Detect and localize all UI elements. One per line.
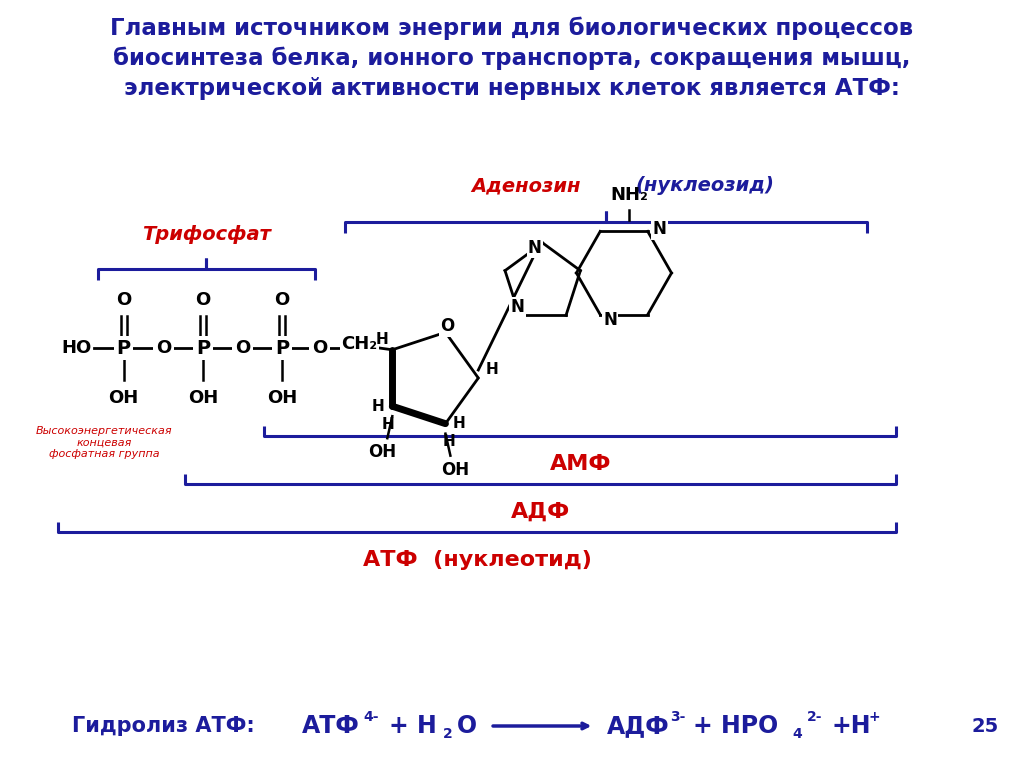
Text: АТФ: АТФ (302, 714, 359, 738)
Text: H: H (372, 399, 385, 414)
Text: P: P (196, 339, 210, 357)
Text: O: O (457, 714, 476, 738)
Text: АМФ: АМФ (550, 454, 611, 474)
Text: H: H (485, 362, 499, 378)
Text: O: O (116, 291, 131, 309)
Text: N: N (527, 239, 542, 257)
Text: CH₂: CH₂ (341, 335, 378, 353)
Text: O: O (234, 339, 250, 357)
Text: (нуклеозид): (нуклеозид) (635, 176, 774, 195)
Text: 3-: 3- (671, 710, 686, 724)
Text: N: N (603, 310, 617, 329)
Text: Высокоэнергетическая
концевая
фосфатная группа: Высокоэнергетическая концевая фосфатная … (36, 426, 172, 459)
Text: OH: OH (109, 389, 139, 407)
Text: OH: OH (369, 443, 396, 462)
Text: H: H (382, 417, 394, 432)
Text: Трифосфат: Трифосфат (142, 225, 270, 244)
Text: 2: 2 (442, 727, 453, 741)
Text: H: H (453, 416, 466, 431)
Text: 25: 25 (972, 717, 999, 736)
Text: электрической активности нервных клеток является АТФ:: электрической активности нервных клеток … (124, 77, 900, 100)
Text: + НРО: + НРО (693, 714, 778, 738)
Text: H: H (443, 434, 456, 449)
Text: N: N (652, 220, 667, 238)
Text: H: H (376, 333, 389, 347)
Text: АДФ: АДФ (607, 714, 670, 738)
Text: N: N (511, 298, 524, 316)
Text: NH₂: NH₂ (610, 186, 648, 204)
Text: P: P (275, 339, 289, 357)
Text: OH: OH (187, 389, 218, 407)
Text: O: O (156, 339, 171, 357)
Text: OH: OH (267, 389, 297, 407)
Text: HO: HO (61, 339, 91, 357)
Text: 4-: 4- (364, 710, 379, 724)
Text: O: O (312, 339, 328, 357)
Text: биосинтеза белка, ионного транспорта, сокращения мышц,: биосинтеза белка, ионного транспорта, со… (114, 46, 910, 70)
Text: 2-: 2- (807, 710, 822, 724)
Text: Гидролиз АТФ:: Гидролиз АТФ: (72, 716, 255, 736)
Text: O: O (274, 291, 290, 309)
Text: АТФ  (нуклеотид): АТФ (нуклеотид) (362, 550, 592, 570)
Text: 4: 4 (793, 727, 802, 741)
Text: АДФ: АДФ (511, 502, 570, 522)
Text: Главным источником энергии для биологических процессов: Главным источником энергии для биологиче… (111, 16, 913, 40)
Text: +H: +H (831, 714, 870, 738)
Text: O: O (440, 317, 455, 336)
Text: O: O (196, 291, 211, 309)
Text: P: P (117, 339, 131, 357)
Text: +: + (868, 710, 881, 724)
Text: Аденозин: Аденозин (472, 176, 581, 195)
Text: OH: OH (441, 461, 469, 478)
Text: + H: + H (389, 714, 437, 738)
